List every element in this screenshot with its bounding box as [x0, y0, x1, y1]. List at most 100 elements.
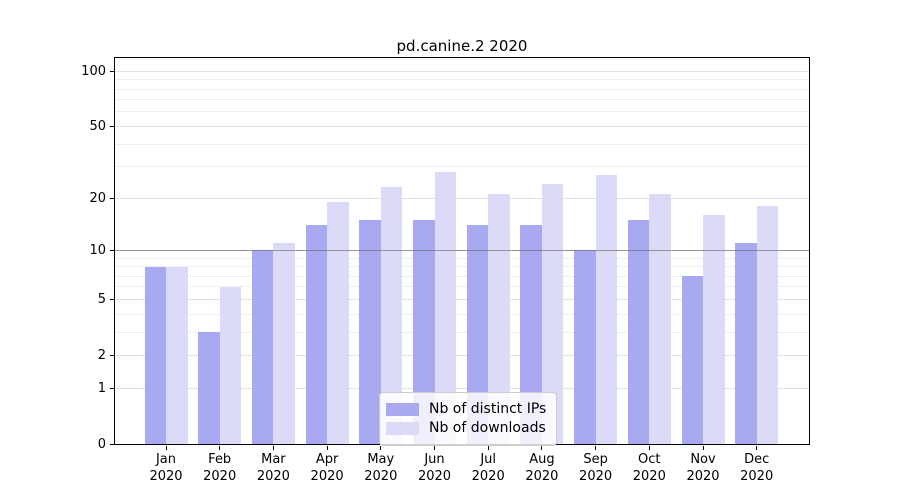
bar-downloads-dec [756, 206, 779, 444]
x-tick-label: Feb 2020 [188, 451, 252, 485]
y-tick-label: 0 [97, 436, 106, 452]
x-tick-label: Aug 2020 [510, 451, 574, 485]
x-tick-mark [272, 446, 274, 450]
bar-downloads-sep [595, 174, 618, 444]
bar-distinct-ips-jul [466, 225, 489, 444]
bar-downloads-nov [703, 215, 725, 444]
x-tick-year: 2020 [740, 469, 774, 484]
x-tick-mark [702, 446, 704, 450]
gridline [115, 387, 809, 389]
legend-label-distinct-ips: Nb of distinct IPs [429, 401, 547, 417]
minor-gridline [115, 143, 809, 145]
bar-distinct-ips-may [359, 220, 381, 444]
y-tick-mark [110, 443, 114, 445]
legend: Nb of distinct IPs Nb of downloads [379, 392, 558, 446]
bar-distinct-ips-aug [520, 225, 542, 444]
minor-gridline [115, 166, 809, 168]
bar-distinct-ips-sep [574, 250, 596, 444]
y-tick-label: 20 [89, 190, 106, 206]
legend-swatch-downloads [386, 421, 419, 435]
x-tick-year: 2020 [579, 469, 613, 484]
x-tick-mark [434, 446, 435, 450]
x-tick-year: 2020 [256, 469, 290, 484]
x-tick-month: Oct [638, 452, 661, 467]
minor-gridline [115, 79, 809, 81]
x-tick-year: 2020 [203, 469, 237, 484]
bar-distinct-ips-jun [413, 220, 435, 444]
y-tick-mark [110, 249, 114, 251]
minor-gridline [115, 331, 809, 333]
x-tick-label: Dec 2020 [725, 451, 789, 485]
bar-downloads-aug [541, 184, 564, 444]
bar-distinct-ips-jan [144, 266, 166, 444]
x-tick-mark [487, 446, 489, 450]
bar-distinct-ips-dec [735, 243, 757, 444]
bar-downloads-jul [488, 194, 510, 444]
y-tick-label: 10 [89, 242, 106, 258]
bar-distinct-ips-mar [251, 250, 274, 444]
minor-gridline [115, 111, 809, 113]
x-tick-month: Jun [424, 452, 445, 467]
plot-area [114, 57, 810, 445]
x-tick-mark [326, 446, 328, 450]
y-tick-mark [110, 387, 114, 389]
bar-distinct-ips-nov [681, 276, 703, 444]
x-tick-label: Oct 2020 [617, 451, 681, 485]
minor-gridline [115, 99, 809, 101]
y-tick-label: 100 [81, 63, 106, 79]
minor-gridline [115, 266, 809, 268]
y-tick-mark [110, 70, 114, 72]
x-tick-label: Nov 2020 [671, 451, 735, 485]
x-tick-month: Jan [155, 452, 177, 467]
y-tick-label: 2 [97, 347, 106, 363]
minor-gridline [115, 257, 809, 259]
x-tick-year: 2020 [632, 469, 666, 484]
x-tick-year: 2020 [417, 469, 452, 484]
x-tick-month: Apr [315, 452, 339, 467]
x-tick-mark [648, 446, 650, 450]
x-tick-mark [219, 446, 221, 450]
gridline [115, 125, 809, 127]
x-tick-month: Mar [261, 452, 286, 467]
x-tick-label: May 2020 [349, 451, 413, 485]
y-tick-mark [110, 298, 114, 300]
y-tick-mark [110, 197, 114, 199]
y-tick-label: 1 [97, 380, 106, 396]
x-tick-month: Feb [208, 452, 232, 467]
x-tick-year: 2020 [525, 469, 559, 484]
minor-gridline [115, 286, 809, 288]
gridline [115, 197, 809, 199]
x-tick-month: Aug [529, 452, 555, 467]
bar-downloads-jun [434, 172, 456, 444]
x-tick-mark [380, 446, 382, 450]
legend-row: Nb of downloads [386, 420, 546, 436]
legend-label-downloads: Nb of downloads [429, 420, 546, 436]
x-tick-label: Jun 2020 [403, 451, 467, 485]
x-tick-year: 2020 [310, 469, 344, 484]
x-tick-month: Nov [690, 452, 716, 467]
bar-downloads-may [380, 187, 403, 444]
x-tick-label: Sep 2020 [564, 451, 628, 485]
x-tick-month: May [367, 452, 395, 467]
gridline [115, 298, 809, 300]
minor-gridline [115, 88, 809, 90]
chart-title: pd.canine.2 2020 [396, 37, 528, 55]
x-tick-month: Dec [744, 452, 770, 467]
bar-distinct-ips-apr [305, 225, 328, 444]
x-tick-mark [165, 446, 167, 450]
x-tick-mark [756, 446, 758, 450]
gridline [115, 354, 809, 356]
x-tick-year: 2020 [471, 469, 505, 484]
x-tick-label: Jan 2020 [134, 451, 198, 485]
x-tick-mark [595, 446, 597, 450]
x-tick-label: Apr 2020 [295, 451, 359, 485]
bar-downloads-jan [166, 266, 188, 444]
gridline [115, 70, 809, 72]
y-tick-label: 5 [97, 291, 106, 307]
x-tick-label: Mar 2020 [241, 451, 305, 485]
bar-downloads-mar [273, 243, 295, 444]
bar-distinct-ips-oct [627, 220, 650, 444]
bar-distinct-ips-feb [198, 332, 220, 444]
legend-row: Nb of distinct IPs [386, 401, 546, 417]
